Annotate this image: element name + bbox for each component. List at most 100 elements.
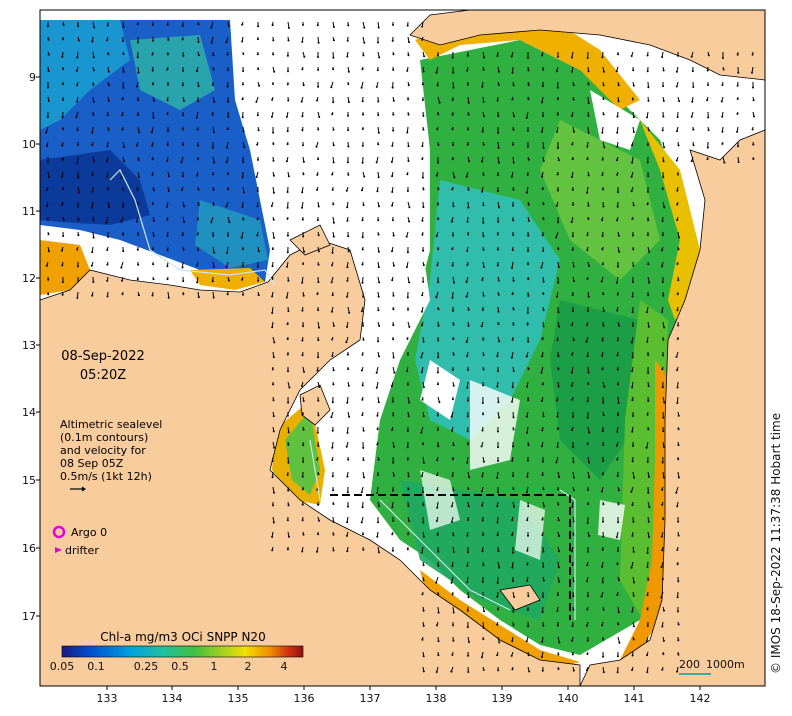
- velocity-arrow-head: [465, 341, 468, 343]
- velocity-arrow-head: [407, 475, 410, 478]
- velocity-arrow-head: [662, 639, 665, 642]
- velocity-arrow-head: [647, 536, 650, 538]
- velocity-arrow-head: [466, 430, 469, 433]
- velocity-arrow-head: [62, 235, 65, 237]
- velocity-arrow-head: [92, 84, 95, 86]
- land-groote: [299, 384, 331, 426]
- velocity-arrow-head: [347, 145, 350, 148]
- velocity-arrow-head: [706, 146, 709, 149]
- velocity-arrow-head: [436, 459, 439, 462]
- velocity-arrow-head: [572, 203, 575, 206]
- velocity-arrow-head: [301, 115, 304, 118]
- velocity-arrow-head: [586, 580, 588, 583]
- velocity-arrow-head: [602, 84, 605, 87]
- velocity-arrow-head: [497, 401, 500, 404]
- velocity-arrow-head: [571, 294, 574, 296]
- velocity-arrow-head: [572, 280, 575, 282]
- velocity-arrow-head: [241, 98, 244, 101]
- velocity-arrow-head: [436, 371, 439, 374]
- velocity-arrow-head: [122, 40, 124, 42]
- velocity-arrow-head: [556, 55, 559, 58]
- velocity-arrow-head: [496, 430, 499, 433]
- velocity-arrow-head: [541, 54, 544, 57]
- velocity-arrow-head: [570, 115, 573, 117]
- velocity-arrow-head: [467, 113, 470, 116]
- colorbar-gradient: [61, 645, 304, 658]
- velocity-arrow-head: [302, 428, 305, 431]
- velocity-arrow-head: [631, 281, 634, 284]
- lon-tick-133: 133: [97, 692, 118, 705]
- velocity-arrow-head: [676, 54, 679, 57]
- lon-tick-137: 137: [360, 692, 381, 705]
- velocity-arrow-head: [346, 325, 348, 328]
- velocity-arrow-head: [196, 174, 198, 177]
- velocity-arrow-head: [571, 353, 574, 356]
- velocity-arrow-head: [287, 461, 290, 464]
- velocity-arrow-head: [527, 399, 530, 402]
- velocity-arrow-head: [647, 294, 650, 297]
- velocity-arrow-head: [317, 56, 319, 58]
- velocity-arrow-head: [675, 70, 678, 73]
- velocity-arrow-head: [646, 143, 649, 146]
- velocity-arrow-head: [406, 251, 409, 254]
- lat-tick-9: 9: [29, 71, 36, 84]
- velocity-arrow-head: [105, 175, 108, 178]
- velocity-arrow-head: [527, 219, 530, 222]
- velocity-arrow-head: [676, 563, 679, 566]
- velocity-arrow-head: [182, 280, 185, 283]
- velocity-arrow-head: [497, 293, 500, 296]
- velocity-arrow-head: [541, 175, 544, 178]
- velocity-arrow-head: [618, 641, 621, 644]
- velocity-arrow-head: [241, 176, 244, 179]
- velocity-arrow-head: [436, 624, 438, 627]
- velocity-arrow-head: [676, 219, 679, 222]
- velocity-arrow-head: [466, 355, 469, 358]
- velocity-arrow-head: [62, 218, 65, 221]
- velocity-arrow-head: [451, 188, 454, 191]
- velocity-arrow-head: [661, 668, 664, 671]
- velocity-arrow-head: [452, 234, 454, 237]
- velocity-arrow-head: [407, 98, 410, 101]
- velocity-arrow-head: [556, 488, 559, 491]
- velocity-arrow-head: [408, 520, 411, 523]
- velocity-arrow-head: [183, 205, 186, 208]
- velocity-arrow-head: [616, 219, 618, 222]
- velocity-arrow-head: [556, 86, 559, 89]
- velocity-arrow-head: [91, 144, 94, 147]
- velocity-arrow-head: [107, 235, 110, 238]
- velocity-arrow-head: [466, 534, 469, 537]
- velocity-arrow-head: [422, 521, 425, 524]
- velocity-arrow-head: [271, 295, 274, 298]
- chl-patch-arafura-green2: [195, 200, 268, 268]
- velocity-arrow-head: [166, 112, 169, 115]
- velocity-arrow-head: [676, 263, 679, 265]
- velocity-arrow-head: [690, 55, 693, 58]
- velocity-arrow-head: [706, 69, 709, 72]
- velocity-arrow-head: [587, 131, 590, 134]
- velocity-arrow: [587, 96, 590, 104]
- velocity-arrow-head: [243, 146, 246, 149]
- credit-text: © IMOS 18-Sep-2022 11:37:38 Hobart time: [769, 413, 783, 674]
- velocity-arrow-head: [617, 191, 619, 194]
- velocity-arrow-head: [527, 203, 530, 206]
- velocity-arrow-head: [437, 654, 440, 657]
- velocity-arrow-head: [466, 581, 469, 584]
- velocity-arrow-head: [377, 458, 380, 461]
- velocity-arrow-head: [511, 580, 514, 582]
- velocity-arrow-head: [601, 565, 604, 568]
- velocity-arrow-head: [392, 53, 395, 56]
- velocity-arrow-head: [362, 204, 365, 207]
- velocity-arrow-head: [332, 144, 335, 147]
- velocity-arrow-head: [378, 281, 381, 284]
- velocity-arrow-head: [347, 114, 349, 117]
- velocity-arrow-head: [166, 23, 169, 26]
- velocity-arrow-head: [422, 535, 425, 538]
- velocity-arrow-head: [496, 595, 499, 598]
- velocity-arrow-head: [617, 53, 619, 56]
- velocity-arrow-head: [316, 173, 319, 176]
- velocity-arrow-head: [286, 54, 289, 57]
- lat-tick-16: 16: [22, 542, 36, 555]
- velocity-arrow-head: [466, 399, 469, 402]
- velocity-arrow-head: [361, 414, 364, 416]
- velocity-arrow-head: [541, 474, 544, 476]
